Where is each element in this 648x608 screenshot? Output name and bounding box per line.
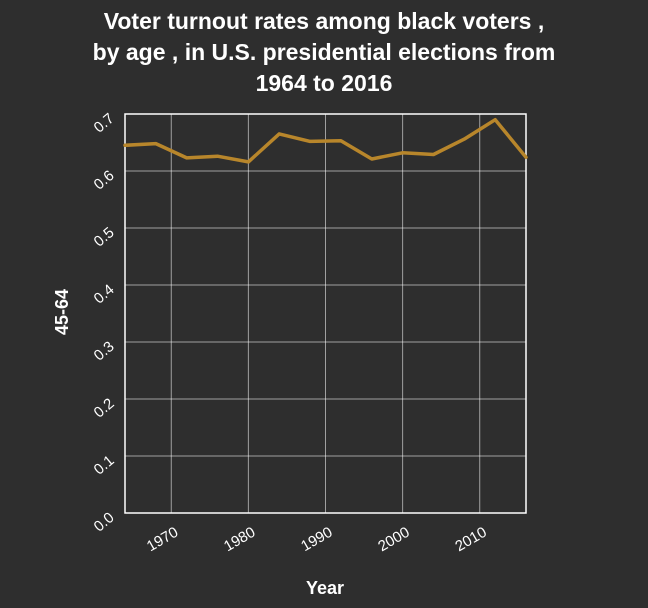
chart-title: Voter turnout rates among black voters ,… — [0, 6, 648, 99]
y-tick-label: 0.3 — [91, 338, 118, 364]
series-group — [123, 117, 528, 164]
x-tick-label: 1990 — [298, 524, 335, 555]
tick-labels: 0.0 0.1 0.2 0.3 0.4 0.5 0.6 0.7 1970 1980 1990 2000… — [91, 110, 490, 555]
x-tick-label: 1980 — [221, 524, 258, 555]
x-tick-label: 2000 — [375, 524, 412, 555]
chart-title-line-3: 1964 to 2016 — [255, 70, 393, 96]
series-line — [123, 117, 528, 164]
y-tick-label: 0.2 — [91, 395, 118, 421]
y-tick-label: 0.0 — [91, 509, 118, 535]
y-tick-label: 0.1 — [91, 452, 118, 478]
y-tick-label: 0.7 — [91, 110, 118, 136]
x-axis-label: Year — [306, 578, 344, 598]
y-axis-label: 45-64 — [52, 289, 72, 335]
x-tick-label: 1970 — [144, 524, 181, 555]
y-tick-label: 0.6 — [91, 167, 118, 193]
x-tick-label: 2010 — [452, 524, 489, 555]
y-tick-label: 0.5 — [91, 224, 118, 250]
grid-lines — [125, 113, 526, 514]
chart-title-line-2: by age , in U.S. presidential elections … — [92, 39, 556, 65]
chart-title-line-1: Voter turnout rates among black voters , — [103, 8, 545, 34]
plot-area-frame — [124, 113, 527, 514]
y-tick-label: 0.4 — [91, 281, 118, 307]
